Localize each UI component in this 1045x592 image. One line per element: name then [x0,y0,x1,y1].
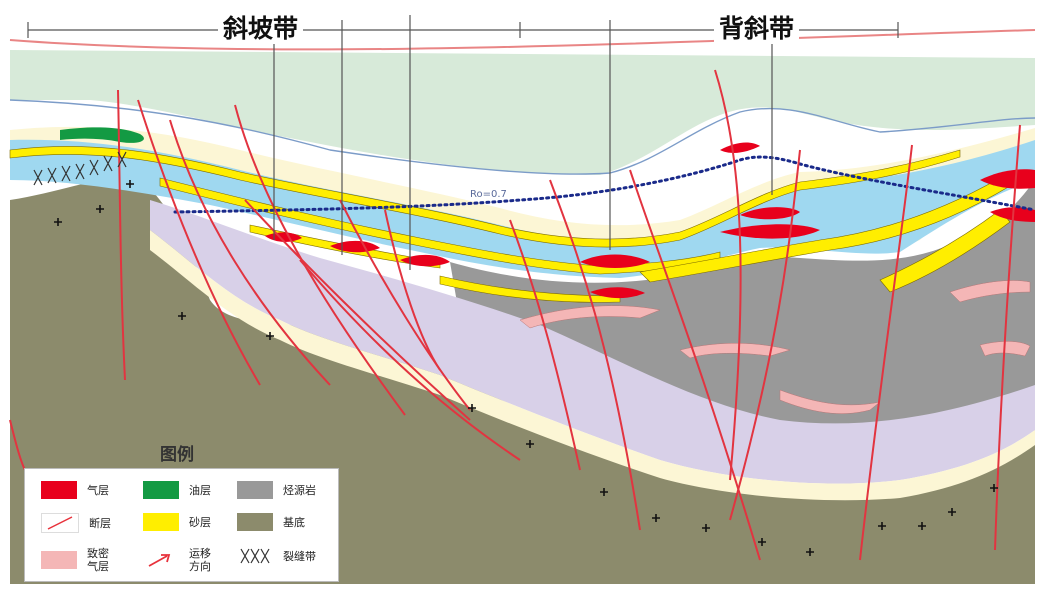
basement-swatch [237,513,273,531]
legend-item-migration: 运移 方向 [143,547,229,573]
legend-title: 图例 [160,445,194,465]
basement-crosses [54,180,998,556]
fracture-zone [33,151,127,186]
oil-swatch [143,481,179,499]
tight-gas-layers [519,280,1031,414]
upper-strata [10,50,1035,175]
anticline-zone-label: 背斜带 [714,14,800,44]
legend-item-tight-gas: 致密 气层 [41,547,127,573]
gas-swatch [41,481,77,499]
ro-label: Ro=0.7 [470,189,507,200]
source-swatch [237,481,273,499]
legend-item-source: 烃源岩 [237,481,323,499]
sand-swatch [143,513,179,531]
blue-strata [10,139,1035,278]
legend-item-fault: 断层 [41,513,129,533]
slope-zone-label: 斜坡带 [218,14,304,44]
legend-item-gas: 气层 [41,481,127,499]
legend-item-oil: 油层 [143,481,229,499]
fracture-icon [237,547,273,565]
tight-gas-swatch [41,551,77,569]
legend-item-fracture: 裂缝带 [237,547,323,565]
oil-layer [60,127,144,143]
lavender-strata [150,200,1035,484]
zone-markers [27,15,899,270]
faults [9,69,1021,561]
horizon-upper [9,99,1036,175]
fault-swatch [41,513,79,533]
legend-item-sand: 砂层 [143,513,229,531]
legend-item-basement: 基底 [237,513,323,531]
topographic-surface [9,29,1036,51]
lower-cream [150,230,1035,501]
legend: 气层 油层 烃源岩 断层 砂层 基底 致密 气层 运移 方向 裂缝带 [24,468,339,582]
ro-isoline [173,155,1037,214]
migration-arrow-icon [143,551,179,569]
